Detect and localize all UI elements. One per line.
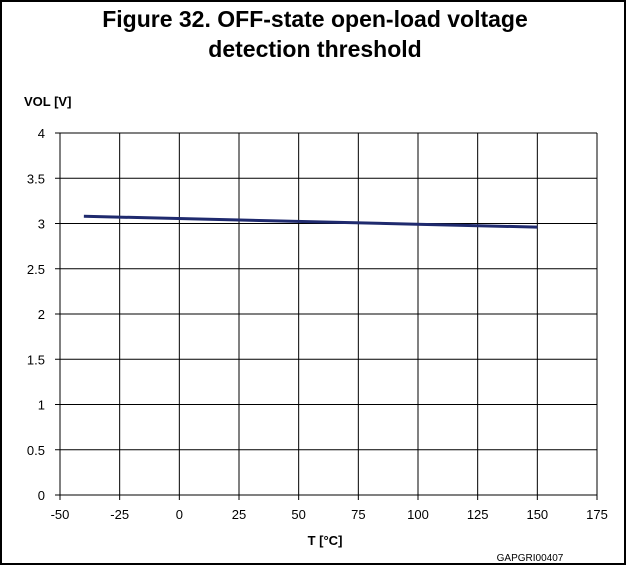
x-tick-label-7: 125: [467, 507, 489, 522]
series-layer: [83, 214, 538, 229]
y-tick-label-0: 0: [38, 488, 45, 503]
y-axis-label: VOL [V]: [24, 94, 71, 109]
y-tick-label-5: 2.5: [27, 262, 45, 277]
x-tick-label-8: 150: [526, 507, 548, 522]
x-tick-label-1: -25: [110, 507, 129, 522]
y-tick-label-3: 1.5: [27, 352, 45, 367]
axes: [55, 132, 598, 500]
x-tick-label-9: 175: [586, 507, 608, 522]
x-tick-label-2: 0: [176, 507, 183, 522]
y-tick-label-2: 1: [38, 398, 45, 413]
y-tick-label-1: 0.5: [27, 443, 45, 458]
y-tick-label-8: 4: [38, 126, 45, 141]
y-tick-label-7: 3.5: [27, 171, 45, 186]
x-tick-label-3: 25: [232, 507, 246, 522]
y-tick-label-4: 2: [38, 307, 45, 322]
x-tick-label-6: 100: [407, 507, 429, 522]
x-tick-label-4: 50: [291, 507, 305, 522]
figure-title: Figure 32. OFF-state open-load voltage d…: [4, 4, 626, 64]
figure-title-line-1: Figure 32. OFF-state open-load voltage: [102, 6, 528, 32]
series-line-0: [83, 214, 538, 229]
grid-lines: [60, 132, 598, 495]
x-tick-label-0: -50: [51, 507, 70, 522]
x-tick-label-5: 75: [351, 507, 365, 522]
figure-code: GAPGRI00407: [497, 553, 564, 564]
y-tick-label-6: 3: [38, 217, 45, 232]
x-axis-label: T [°C]: [308, 533, 343, 548]
figure-title-line-2: detection threshold: [208, 36, 422, 62]
tick-labels: -50 -25 0 25 50 75 100 125 150 175 0 0.5 1 1.5 2 2.5 3 3.…: [27, 126, 608, 522]
